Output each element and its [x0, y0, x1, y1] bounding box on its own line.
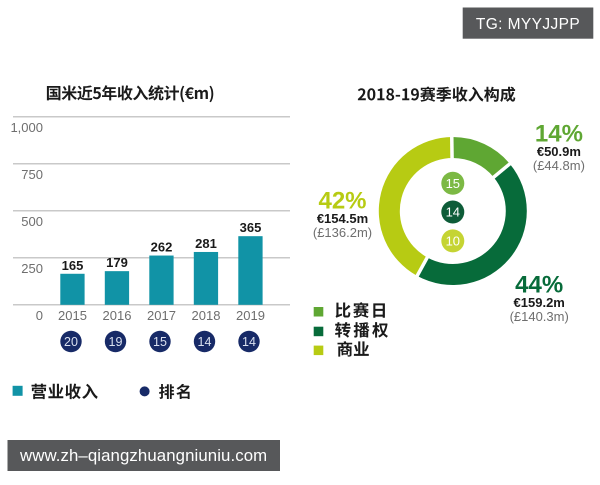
svg-text:281: 281 — [195, 236, 217, 251]
svg-text:(£140.3m): (£140.3m) — [510, 309, 569, 324]
svg-text:14: 14 — [242, 335, 256, 349]
svg-text:2015: 2015 — [58, 308, 87, 323]
svg-text:2016: 2016 — [103, 308, 132, 323]
svg-text:€154.5m: €154.5m — [317, 211, 368, 226]
svg-text:(£44.8m): (£44.8m) — [533, 158, 585, 173]
svg-text:2018: 2018 — [192, 308, 221, 323]
svg-text:15: 15 — [153, 335, 167, 349]
svg-text:0: 0 — [36, 308, 43, 323]
svg-text:365: 365 — [240, 220, 262, 235]
svg-text:179: 179 — [106, 255, 128, 270]
svg-text:10: 10 — [446, 234, 460, 249]
svg-text:250: 250 — [21, 261, 43, 276]
svg-text:14: 14 — [446, 205, 460, 220]
svg-text:500: 500 — [21, 214, 43, 229]
svg-text:www.zh–qiangzhuangniuniu.com: www.zh–qiangzhuangniuniu.com — [19, 446, 267, 465]
svg-text:2017: 2017 — [147, 308, 176, 323]
svg-text:14: 14 — [198, 335, 212, 349]
svg-text:1,000: 1,000 — [10, 120, 43, 135]
svg-text:750: 750 — [21, 167, 43, 182]
svg-text:262: 262 — [151, 240, 173, 255]
svg-text:15: 15 — [446, 176, 460, 191]
svg-text:(£136.2m): (£136.2m) — [313, 225, 372, 240]
svg-text:2019: 2019 — [236, 308, 265, 323]
svg-text:19: 19 — [109, 335, 123, 349]
svg-text:165: 165 — [62, 258, 84, 273]
svg-text:€159.2m: €159.2m — [514, 295, 565, 310]
svg-text:TG: MYYJJPP: TG: MYYJJPP — [476, 16, 580, 33]
svg-text:€50.9m: €50.9m — [537, 144, 581, 159]
svg-text:20: 20 — [64, 335, 78, 349]
